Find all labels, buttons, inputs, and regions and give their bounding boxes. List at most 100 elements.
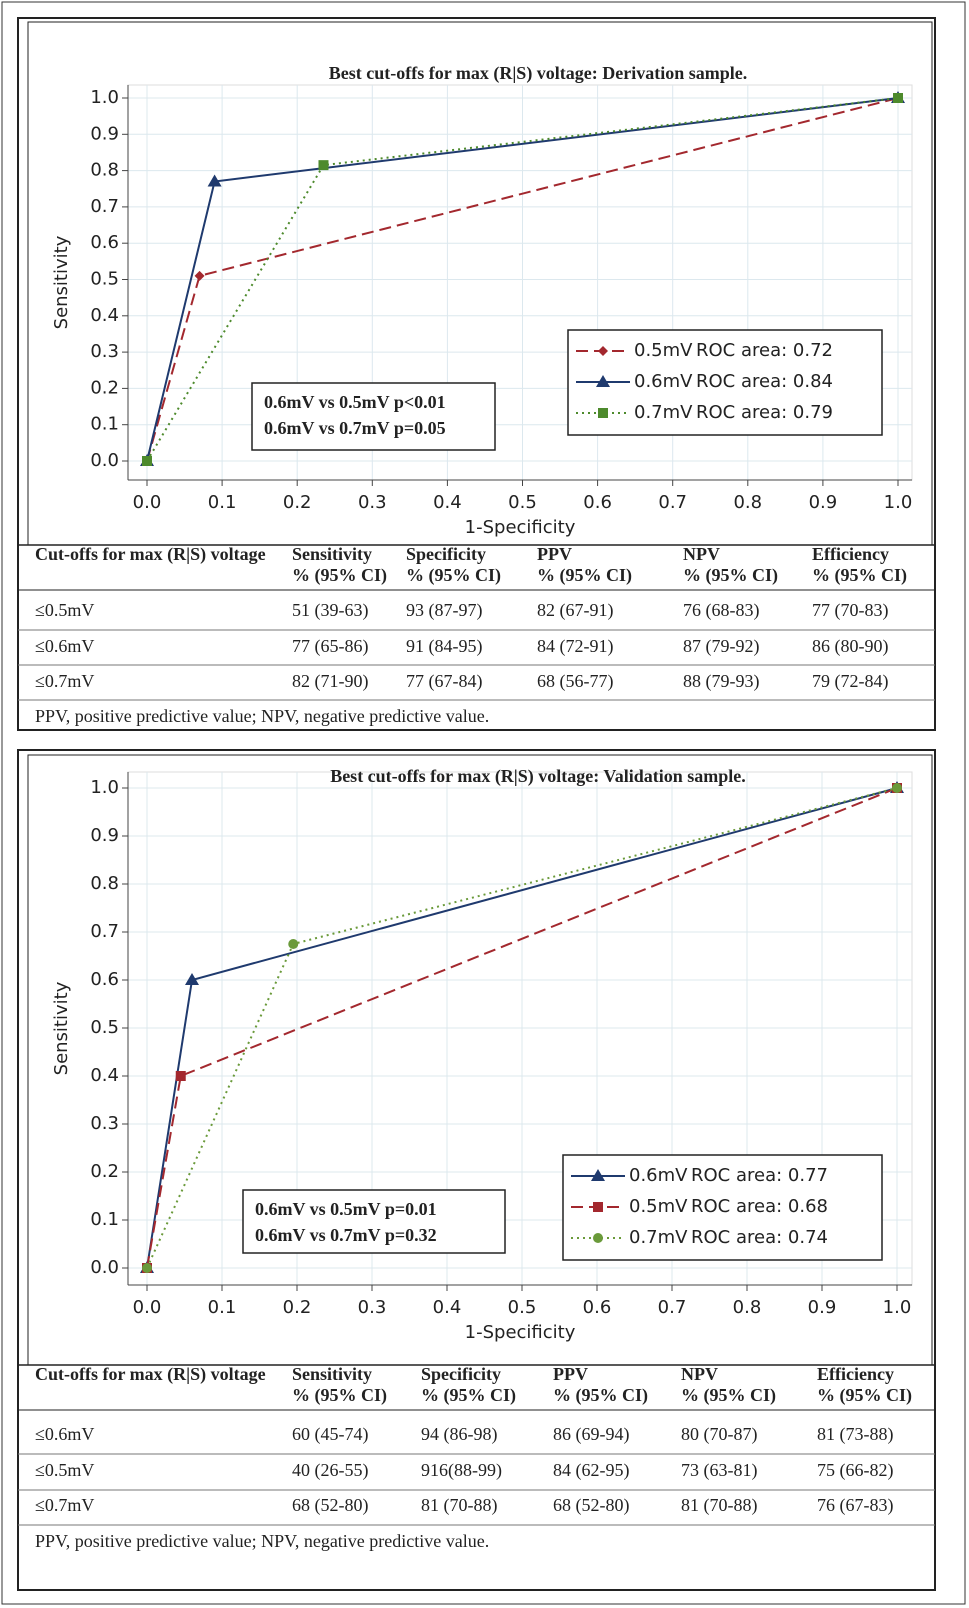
table-header: Efficiency xyxy=(817,1364,894,1384)
y-tick-label: 0.3 xyxy=(90,1113,119,1134)
x-tick-label: 0.8 xyxy=(733,1297,762,1318)
legend-roc: ROC area: 0.74 xyxy=(691,1227,828,1248)
table-cell: 86 (69-94) xyxy=(553,1424,629,1445)
point xyxy=(207,174,222,187)
table-cell: 68 (56-77) xyxy=(537,671,613,692)
y-tick-label: 0.0 xyxy=(90,1257,119,1278)
table-header: % (95% CI) xyxy=(812,565,907,586)
y-tick-label: 0.7 xyxy=(90,196,119,217)
table-cell: 77 (65-86) xyxy=(292,636,368,657)
table-cell: 40 (26-55) xyxy=(292,1460,368,1481)
y-tick-label: 0.8 xyxy=(90,160,119,181)
x-tick-label: 0.9 xyxy=(809,492,838,513)
table-header: % (95% CI) xyxy=(681,1385,776,1406)
x-tick-label: 0.3 xyxy=(358,1297,387,1318)
x-tick-label: 0.1 xyxy=(208,492,237,513)
legend-marker xyxy=(593,1233,603,1243)
table-cell: ≤0.7mV xyxy=(35,1495,94,1515)
legend-marker xyxy=(596,375,610,387)
series-line xyxy=(146,787,898,1269)
legend-marker xyxy=(598,408,608,418)
table-cell: ≤0.6mV xyxy=(35,1424,94,1444)
chart-title: Best cut-offs for max (R|S) voltage: Val… xyxy=(330,766,746,787)
table-cell: 87 (79-92) xyxy=(683,636,759,657)
table-header: % (95% CI) xyxy=(421,1385,516,1406)
panel-border xyxy=(17,17,936,731)
table-cell: 88 (79-93) xyxy=(683,671,759,692)
x-tick-label: 0.6 xyxy=(583,492,612,513)
x-tick-label: 0.3 xyxy=(358,492,387,513)
chart-title: Best cut-offs for max (R|S) voltage: Der… xyxy=(329,63,748,84)
x-tick-label: 0.5 xyxy=(508,492,537,513)
table-footnote: PPV, positive predictive value; NPV, neg… xyxy=(35,706,489,726)
table-header: % (95% CI) xyxy=(683,565,778,586)
y-tick-label: 0.4 xyxy=(90,1065,119,1086)
table-cell: ≤0.6mV xyxy=(35,636,94,656)
table-header: PPV xyxy=(553,1364,588,1384)
table-header: % (95% CI) xyxy=(817,1385,912,1406)
table-cell: 94 (86-98) xyxy=(421,1424,497,1445)
x-tick-label: 0.0 xyxy=(133,1297,162,1318)
y-tick-label: 0.0 xyxy=(90,450,119,471)
table-header: Sensitivity xyxy=(292,1364,372,1384)
table-cell: 86 (80-90) xyxy=(812,636,888,657)
table-cell: 91 (84-95) xyxy=(406,636,482,657)
legend-marker xyxy=(598,346,608,356)
annotation-box xyxy=(242,1189,506,1254)
table-cell: 51 (39-63) xyxy=(292,600,368,621)
x-tick-label: 0.0 xyxy=(133,492,162,513)
legend-label: 0.5mV xyxy=(634,340,693,361)
table-cell: 81 (70-88) xyxy=(421,1495,497,1516)
table-cell: 76 (67-83) xyxy=(817,1495,893,1516)
table-cell: 84 (62-95) xyxy=(553,1460,629,1481)
y-tick-label: 0.2 xyxy=(90,1161,119,1182)
annotation: 0.6mV vs 0.7mV p=0.32 xyxy=(255,1225,437,1245)
annotation: 0.6mV vs 0.5mV p<0.01 xyxy=(264,392,446,412)
table-header: % (95% CI) xyxy=(292,565,387,586)
table-cell: 81 (73-88) xyxy=(817,1424,893,1445)
table-cell: 73 (63-81) xyxy=(681,1460,757,1481)
annotation: 0.6mV vs 0.5mV p=0.01 xyxy=(255,1199,437,1219)
y-tick-label: 1.0 xyxy=(90,87,119,108)
x-tick-label: 0.2 xyxy=(283,1297,312,1318)
y-tick-label: 0.1 xyxy=(90,1209,119,1230)
point xyxy=(893,93,903,103)
table-header: NPV xyxy=(683,544,720,564)
point xyxy=(142,456,152,466)
y-tick-label: 0.3 xyxy=(90,341,119,362)
y-tick-label: 0.8 xyxy=(90,873,119,894)
y-tick-label: 0.6 xyxy=(90,969,119,990)
legend-label: 0.7mV xyxy=(629,1227,688,1248)
legend-label: 0.6mV xyxy=(634,371,693,392)
table-header: Cut-offs for max (R|S) voltage xyxy=(35,544,266,565)
table-header: Sensitivity xyxy=(292,544,372,564)
table-cell: 60 (45-74) xyxy=(292,1424,368,1445)
y-tick-label: 0.4 xyxy=(90,305,119,326)
annotation: 0.6mV vs 0.7mV p=0.05 xyxy=(264,418,446,438)
x-tick-label: 0.6 xyxy=(583,1297,612,1318)
point xyxy=(185,973,199,985)
table-cell: 80 (70-87) xyxy=(681,1424,757,1445)
legend-roc: ROC area: 0.68 xyxy=(691,1196,828,1217)
y-tick-label: 0.1 xyxy=(90,414,119,435)
series-line xyxy=(146,97,899,462)
table-cell: ≤0.5mV xyxy=(35,600,94,620)
x-tick-label: 0.8 xyxy=(733,492,762,513)
legend-roc: ROC area: 0.72 xyxy=(696,340,833,361)
legend-marker xyxy=(593,1202,603,1212)
y-axis-label: Sensitivity xyxy=(51,981,72,1075)
table-cell: 77 (70-83) xyxy=(812,600,888,621)
table-cell: 76 (68-83) xyxy=(683,600,759,621)
point xyxy=(175,1071,186,1081)
x-tick-label: 0.7 xyxy=(658,492,687,513)
table-header: Specificity xyxy=(421,1364,501,1384)
y-tick-label: 0.6 xyxy=(90,232,119,253)
table-cell: 82 (71-90) xyxy=(292,671,368,692)
table-header: Cut-offs for max (R|S) voltage xyxy=(35,1364,266,1385)
series-line xyxy=(146,97,899,462)
panel-border xyxy=(17,749,936,1591)
table-cell: 84 (72-91) xyxy=(537,636,613,657)
x-tick-label: 0.7 xyxy=(658,1297,687,1318)
